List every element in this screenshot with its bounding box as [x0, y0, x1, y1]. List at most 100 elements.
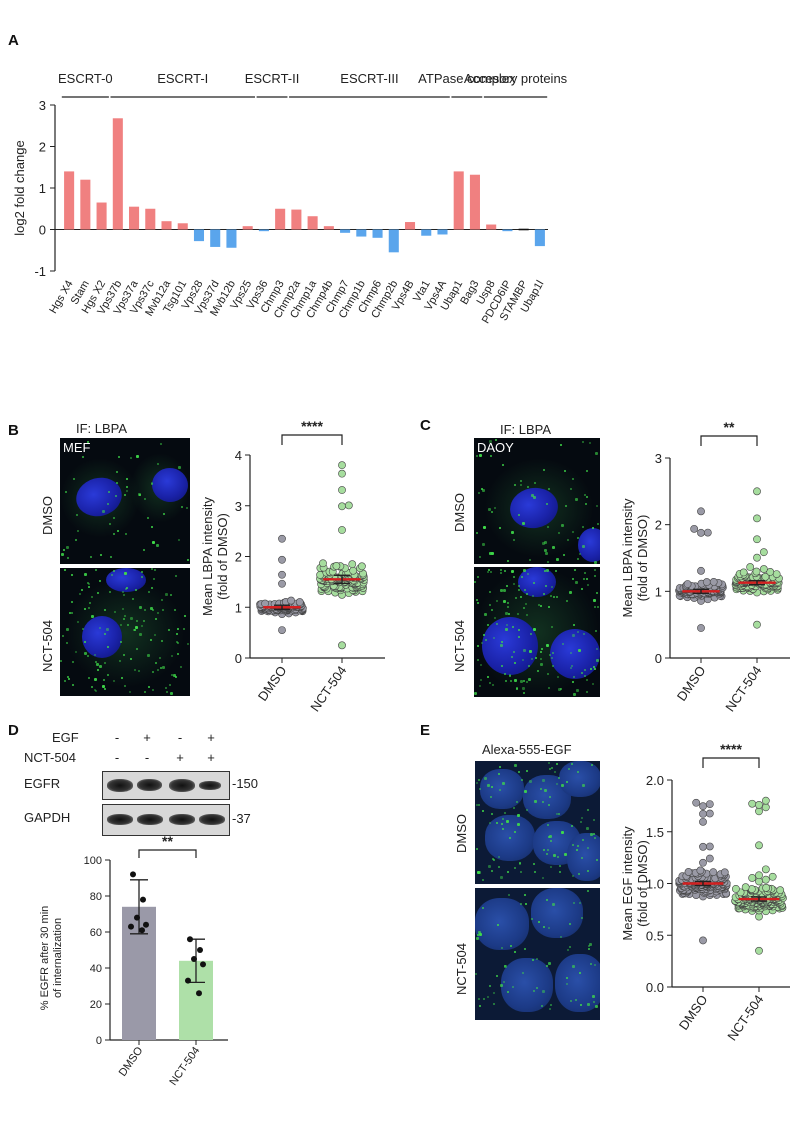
y-tick-label: 0 — [235, 651, 242, 666]
lbpa-puncta — [126, 486, 129, 488]
data-point — [295, 598, 304, 606]
lbpa-puncta — [479, 679, 482, 682]
micrograph-b-dmso: MEF — [60, 438, 190, 564]
lbpa-puncta — [540, 663, 544, 667]
data-point — [705, 842, 714, 851]
lbpa-puncta — [123, 614, 126, 617]
micrograph-c-dmso: DAOY — [474, 438, 600, 564]
nucleus — [578, 528, 600, 562]
lbpa-puncta — [87, 654, 90, 657]
lbpa-puncta — [523, 606, 526, 609]
lbpa-puncta — [506, 605, 509, 608]
lbpa-puncta — [558, 687, 562, 691]
data-point — [338, 461, 346, 470]
egfr-band — [199, 780, 221, 790]
bar-hgs-x2 — [96, 202, 107, 230]
significance-bracket — [702, 757, 760, 768]
lbpa-puncta — [150, 638, 152, 641]
lbpa-puncta — [548, 653, 551, 656]
lbpa-puncta — [122, 618, 125, 621]
lbpa-puncta — [503, 599, 507, 603]
lbpa-puncta — [587, 1002, 591, 1006]
lbpa-puncta — [540, 650, 543, 653]
cell-line-label: DAOY — [477, 440, 514, 455]
lbpa-puncta — [91, 685, 94, 688]
lbpa-puncta — [477, 930, 481, 934]
lbpa-puncta — [117, 530, 120, 533]
lbpa-puncta — [104, 661, 107, 664]
lbpa-puncta — [577, 537, 580, 540]
lbpa-puncta — [514, 679, 518, 683]
lbpa-puncta — [91, 595, 94, 598]
lbpa-puncta — [491, 609, 493, 612]
data-point — [699, 817, 707, 826]
lbpa-puncta — [577, 648, 581, 652]
lbpa-puncta — [500, 588, 504, 592]
lbpa-puncta — [581, 588, 584, 591]
lbpa-puncta — [586, 496, 589, 499]
lbpa-puncta — [125, 533, 128, 536]
lbpa-puncta — [509, 945, 512, 948]
cell-body — [555, 954, 600, 1012]
cell-body — [475, 898, 529, 950]
lbpa-puncta — [575, 688, 579, 692]
y-tick-label: 2.0 — [646, 773, 664, 788]
lbpa-puncta — [146, 653, 150, 657]
lbpa-puncta — [478, 787, 481, 790]
data-point — [761, 572, 770, 581]
lbpa-puncta — [500, 946, 503, 949]
lbpa-puncta — [504, 570, 507, 573]
data-point — [766, 568, 775, 576]
lbpa-puncta — [102, 509, 106, 513]
lbpa-puncta — [566, 948, 569, 951]
bar-mvb12b — [226, 229, 237, 248]
lbpa-puncta — [151, 483, 154, 486]
lbpa-puncta — [511, 626, 514, 628]
bar-chmp2b — [388, 229, 399, 253]
lbpa-puncta — [513, 831, 516, 834]
lbpa-puncta — [510, 679, 513, 682]
data-point — [697, 507, 705, 516]
lbpa-puncta — [592, 818, 595, 821]
lbpa-puncta — [586, 846, 589, 849]
lbpa-puncta — [501, 664, 504, 667]
lbpa-puncta — [120, 623, 123, 626]
lbpa-puncta — [164, 687, 167, 690]
lbpa-puncta — [571, 763, 574, 766]
lbpa-puncta — [540, 1005, 543, 1008]
bar-ubap1l — [534, 229, 545, 247]
lbpa-puncta — [511, 531, 515, 535]
lbpa-puncta — [497, 855, 500, 858]
lbpa-puncta — [501, 463, 504, 466]
lbpa-puncta — [589, 833, 593, 837]
y-axis-label: Mean LBPA intensity — [200, 497, 215, 616]
lbpa-puncta — [548, 767, 551, 770]
data-point — [287, 596, 296, 605]
lbpa-puncta — [102, 679, 105, 682]
lbpa-puncta — [511, 985, 514, 988]
lbpa-puncta — [560, 687, 563, 690]
lbpa-puncta — [94, 654, 97, 657]
lbpa-puncta — [521, 576, 524, 579]
lbpa-puncta — [581, 917, 584, 920]
lbpa-puncta — [152, 689, 155, 692]
egf-sign: - — [178, 730, 182, 745]
lbpa-puncta — [140, 624, 143, 627]
lbpa-puncta — [499, 983, 503, 987]
lbpa-puncta — [594, 451, 598, 455]
lbpa-puncta — [159, 443, 162, 446]
lbpa-puncta — [558, 776, 561, 779]
lbpa-puncta — [119, 660, 122, 663]
egfr-band — [107, 778, 133, 792]
lbpa-puncta — [503, 673, 506, 676]
lbpa-puncta — [141, 570, 144, 573]
lbpa-puncta — [160, 666, 163, 669]
data-point — [753, 620, 761, 629]
lbpa-puncta — [573, 676, 576, 679]
nucleus — [550, 629, 600, 679]
bar-chmp3 — [275, 208, 286, 230]
lbpa-puncta — [106, 673, 109, 676]
lbpa-puncta — [546, 898, 549, 901]
lbpa-puncta — [493, 506, 496, 509]
